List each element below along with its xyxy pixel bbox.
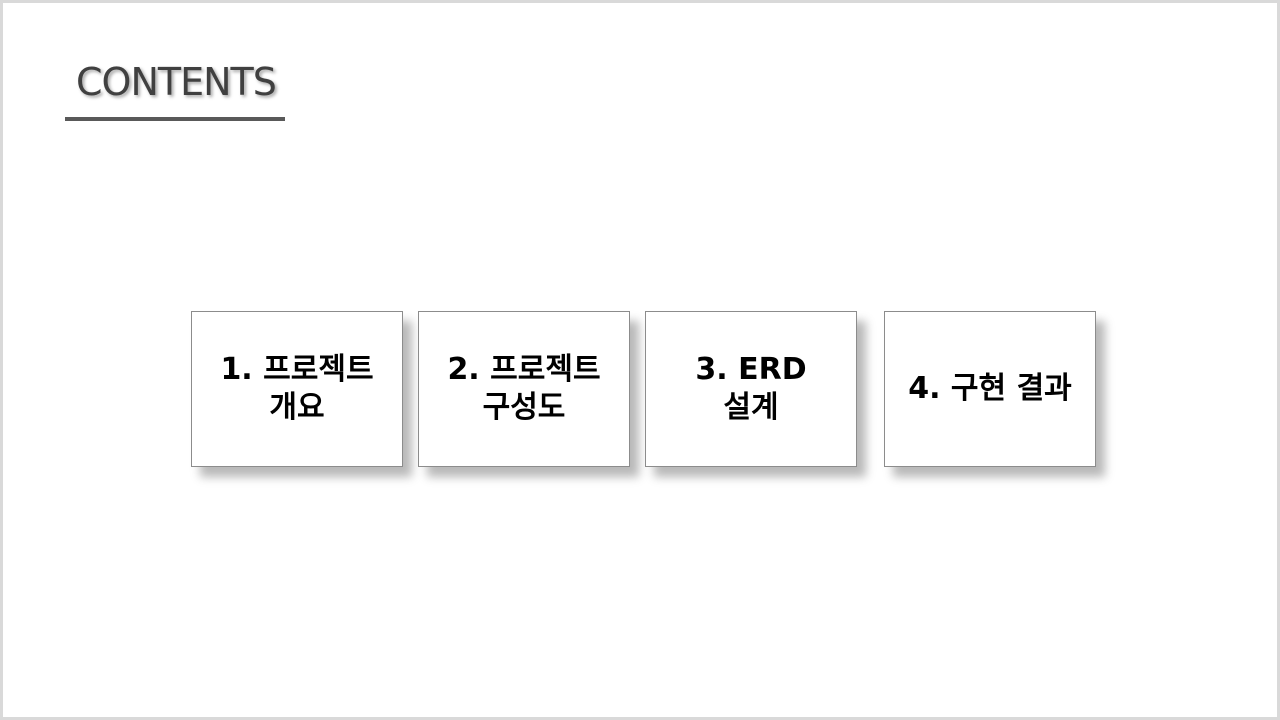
- contents-card-label: 4. 구현 결과: [908, 371, 1072, 406]
- contents-card-label: 1. 프로젝트 개요: [220, 352, 374, 425]
- contents-card-label: 3. ERD 설계: [695, 352, 807, 425]
- contents-card-label: 2. 프로젝트 구성도: [447, 352, 601, 425]
- slide-title: CONTENTS: [76, 60, 277, 104]
- contents-card-1[interactable]: 1. 프로젝트 개요: [191, 311, 403, 467]
- contents-card-3[interactable]: 3. ERD 설계: [645, 311, 857, 467]
- contents-card-4[interactable]: 4. 구현 결과: [884, 311, 1096, 467]
- title-underline: [65, 117, 285, 121]
- contents-card-2[interactable]: 2. 프로젝트 구성도: [418, 311, 630, 467]
